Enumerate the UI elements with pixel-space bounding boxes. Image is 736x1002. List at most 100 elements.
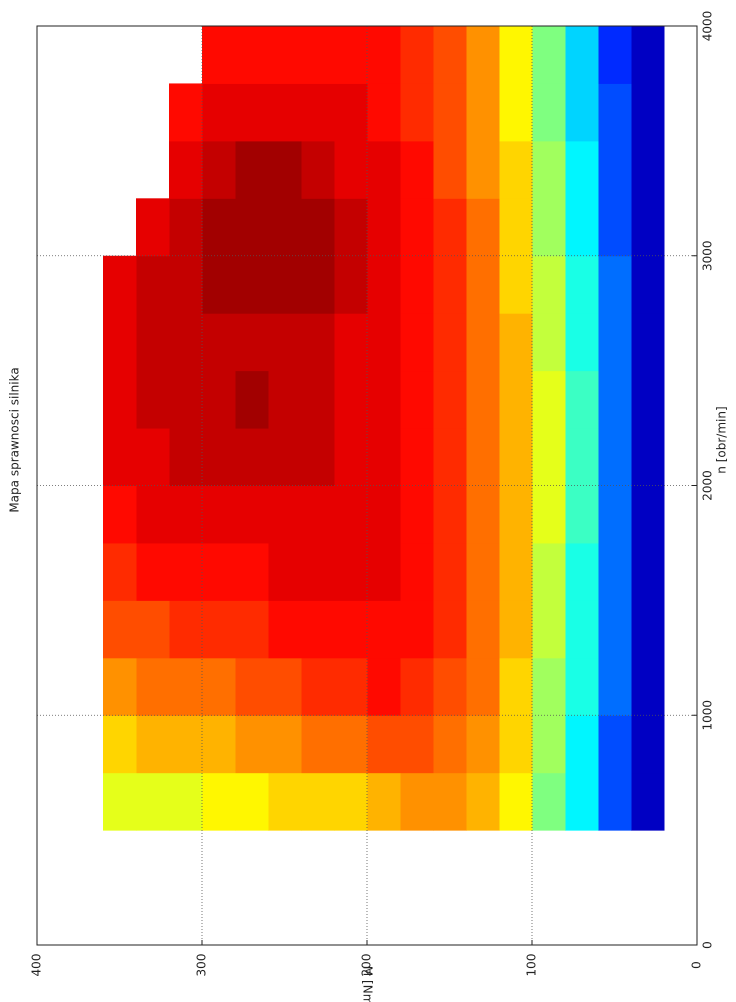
- heat-cell: [499, 715, 533, 774]
- heat-cell: [334, 485, 368, 544]
- heat-cell: [532, 198, 566, 257]
- heat-cell: [103, 715, 137, 774]
- heat-cell: [598, 485, 632, 544]
- x-tick-label: 3000: [701, 240, 715, 271]
- heat-cell: [532, 485, 566, 544]
- heat-cell: [202, 657, 236, 716]
- heat-cell: [202, 542, 236, 601]
- heat-cell: [565, 428, 599, 486]
- heat-cell: [169, 485, 203, 544]
- heat-cell: [136, 428, 170, 486]
- heat-cell: [301, 370, 335, 429]
- heat-cell: [235, 428, 269, 486]
- heat-cell: [301, 600, 335, 659]
- heat-cell: [268, 657, 302, 716]
- heat-cell: [499, 772, 533, 831]
- heat-cell: [433, 313, 467, 372]
- x-tick-label: 1000: [701, 700, 715, 731]
- heat-cell: [598, 600, 632, 659]
- heat-cell: [334, 313, 368, 372]
- heat-cell: [598, 140, 632, 199]
- heat-cell: [499, 600, 533, 659]
- heat-cell: [235, 140, 269, 199]
- heat-cell: [202, 313, 236, 372]
- heat-cell: [334, 370, 368, 429]
- heat-cell: [400, 485, 434, 544]
- heat-cell: [235, 370, 269, 429]
- heat-cell: [334, 715, 368, 774]
- heat-cell: [202, 715, 236, 774]
- heat-cell: [301, 715, 335, 774]
- heat-cell: [301, 542, 335, 601]
- heat-cell: [499, 83, 533, 142]
- heat-cell: [367, 715, 401, 774]
- plot-frame: [36, 25, 698, 946]
- heat-cell: [400, 83, 434, 142]
- heat-cell: [598, 715, 632, 774]
- heat-cell: [433, 140, 467, 199]
- heat-cell: [268, 140, 302, 199]
- heat-cell: [301, 657, 335, 716]
- heat-cell: [235, 485, 269, 544]
- heat-cell: [532, 715, 566, 774]
- heat-cell: [532, 140, 566, 199]
- heat-cell: [433, 542, 467, 601]
- heat-cell: [598, 370, 632, 429]
- heat-cell: [631, 542, 665, 601]
- heat-cell: [367, 83, 401, 142]
- heat-cell: [499, 428, 533, 486]
- heat-cell: [466, 83, 500, 142]
- heat-cell: [202, 83, 236, 142]
- heat-cell: [136, 198, 170, 257]
- heat-cell: [466, 485, 500, 544]
- heat-cell: [169, 313, 203, 372]
- heat-cell: [466, 657, 500, 716]
- heat-cell: [202, 26, 236, 84]
- heat-cell: [268, 772, 302, 831]
- heat-cell: [235, 600, 269, 659]
- heat-cell: [334, 600, 368, 659]
- x-axis-label: n [obr/min]: [715, 406, 729, 473]
- heat-cell: [367, 600, 401, 659]
- heat-cell: [235, 542, 269, 601]
- heat-cell: [433, 485, 467, 544]
- heat-cell: [466, 140, 500, 199]
- heat-cell: [202, 485, 236, 544]
- heat-cell: [235, 715, 269, 774]
- heat-cell: [631, 140, 665, 199]
- heat-cell: [499, 198, 533, 257]
- heat-cell: [433, 255, 467, 314]
- heat-cell: [532, 255, 566, 314]
- heat-cell: [631, 198, 665, 257]
- heat-cell: [631, 428, 665, 486]
- heat-cell: [136, 600, 170, 659]
- heat-cell: [400, 140, 434, 199]
- heat-cell: [499, 370, 533, 429]
- heat-cell: [136, 255, 170, 314]
- x-tick-label: 2000: [701, 470, 715, 501]
- heat-cell: [301, 485, 335, 544]
- heat-cell: [532, 772, 566, 831]
- heat-cell: [433, 198, 467, 257]
- heat-cell: [499, 313, 533, 372]
- heat-cell: [499, 485, 533, 544]
- heat-cell: [400, 370, 434, 429]
- heat-cell: [136, 485, 170, 544]
- heat-cell: [103, 600, 137, 659]
- heat-cell: [103, 657, 137, 716]
- heat-cell: [367, 26, 401, 84]
- heat-cell: [598, 83, 632, 142]
- heat-cell: [565, 542, 599, 601]
- heat-cell: [301, 198, 335, 257]
- heat-cell: [565, 715, 599, 774]
- heat-cell: [466, 198, 500, 257]
- heat-cell: [400, 600, 434, 659]
- heat-cell: [301, 428, 335, 486]
- heat-cell: [433, 370, 467, 429]
- heat-cell: [301, 26, 335, 84]
- heat-cell: [301, 313, 335, 372]
- heat-cell: [202, 600, 236, 659]
- heat-cell: [565, 140, 599, 199]
- y-tick-label: 0: [690, 961, 704, 969]
- heat-cell: [631, 657, 665, 716]
